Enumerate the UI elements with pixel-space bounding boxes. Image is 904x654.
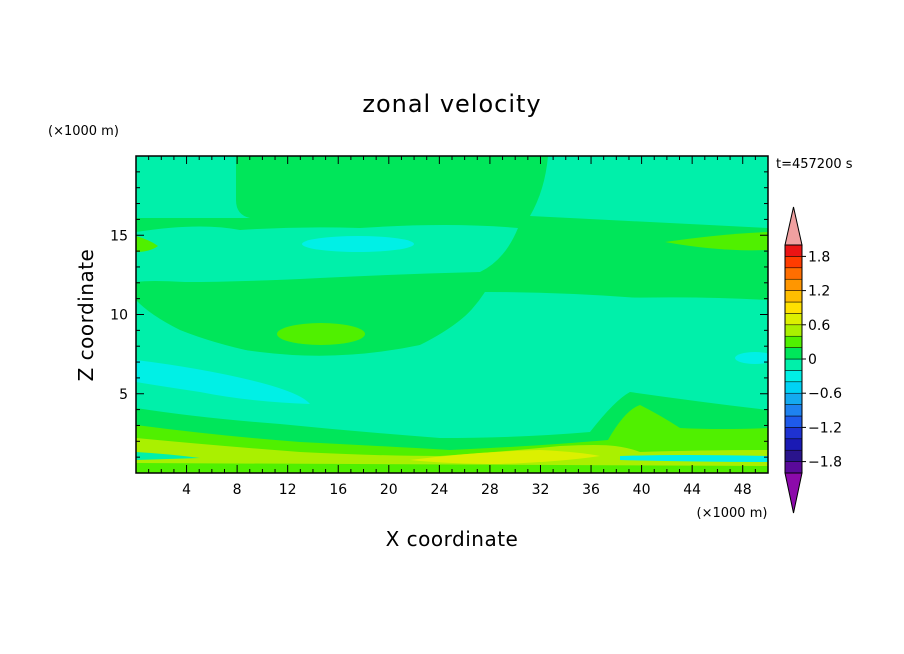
time-label: t=457200 s [776, 157, 853, 172]
contour-patch-top-right [530, 156, 768, 228]
colorbar-segment [784, 335, 803, 348]
y-unit-label: (×1000 m) [48, 124, 119, 139]
colorbar-segment [784, 381, 803, 394]
contour-strip-surface [136, 463, 768, 473]
colorbar-segment [784, 267, 803, 280]
contour-strip-cyan-right [620, 455, 768, 462]
x-tick-label: 20 [380, 482, 398, 498]
x-tick-label: 24 [430, 482, 448, 498]
y-axis-ticks: 5 10 15 [110, 171, 768, 458]
contour-core-yellow [410, 450, 600, 464]
colorbar-segment [784, 244, 803, 257]
contour-patch-cyan-right [735, 352, 768, 364]
colorbar-segment [784, 427, 803, 440]
x-unit-label: (×1000 m) [697, 506, 768, 521]
colorbar-segment [784, 290, 803, 303]
x-tick-label: 36 [582, 482, 600, 498]
x-tick-label: 40 [633, 482, 651, 498]
contour-patch-lime-center [277, 323, 365, 345]
colorbar-label: 0.6 [808, 318, 830, 334]
colorbar-segment [784, 392, 803, 405]
colorbar-segment [784, 313, 803, 326]
x-tick-label: 8 [233, 482, 242, 498]
y-axis-label: Z coordinate [74, 249, 98, 382]
contour-patch-lime-left [136, 236, 158, 252]
colorbar-label: −0.6 [808, 386, 842, 402]
contour-patch-small-teal [166, 210, 214, 216]
y-tick-label: 10 [110, 308, 128, 324]
x-axis-label: X coordinate [386, 527, 519, 551]
colorbar-label: 1.2 [808, 284, 830, 300]
colorbar-segment [784, 301, 803, 314]
colorbar-label: 0 [808, 352, 817, 368]
colorbar-segment [784, 461, 803, 474]
contour-field [136, 156, 768, 473]
colorbar-label: −1.2 [808, 420, 842, 436]
colorbar-segment [784, 370, 803, 383]
x-tick-label: 12 [279, 482, 297, 498]
contour-strip-teal-left [136, 452, 200, 460]
contour-patch-cyan-upper [302, 236, 414, 252]
colorbar-segment [784, 278, 803, 291]
colorbar-segment [784, 415, 803, 428]
x-tick-label: 32 [532, 482, 550, 498]
contour-streak-cyan [136, 360, 310, 404]
contour-tongue-middle [136, 225, 518, 282]
x-tick-label: 44 [683, 482, 701, 498]
chart-title: zonal velocity [362, 90, 541, 118]
x-tick-label: 48 [734, 482, 752, 498]
colorbar-segment [784, 404, 803, 417]
colorbar: 1.8 1.2 0.6 0 −0.6 −1.2 −1.8 [784, 206, 842, 514]
x-axis-ticks: 4 8 12 16 20 24 28 32 36 40 44 48 [148, 156, 756, 498]
contour-patch-lime-right [665, 232, 768, 251]
colorbar-label: 1.8 [808, 249, 830, 265]
contour-patch-top-left [136, 156, 250, 218]
colorbar-segment [784, 449, 803, 462]
colorbar-segment [784, 358, 803, 371]
colorbar-label: −1.8 [808, 455, 842, 471]
x-tick-label: 4 [182, 482, 191, 498]
y-tick-label: 5 [119, 387, 128, 403]
colorbar-segment [784, 256, 803, 269]
colorbar-under-arrow [784, 472, 803, 514]
x-tick-label: 28 [481, 482, 499, 498]
colorbar-segment [784, 324, 803, 337]
colorbar-segment [784, 438, 803, 451]
colorbar-over-arrow [784, 206, 803, 246]
colorbar-segment [784, 347, 803, 360]
x-tick-label: 16 [329, 482, 347, 498]
y-tick-label: 15 [110, 228, 128, 244]
